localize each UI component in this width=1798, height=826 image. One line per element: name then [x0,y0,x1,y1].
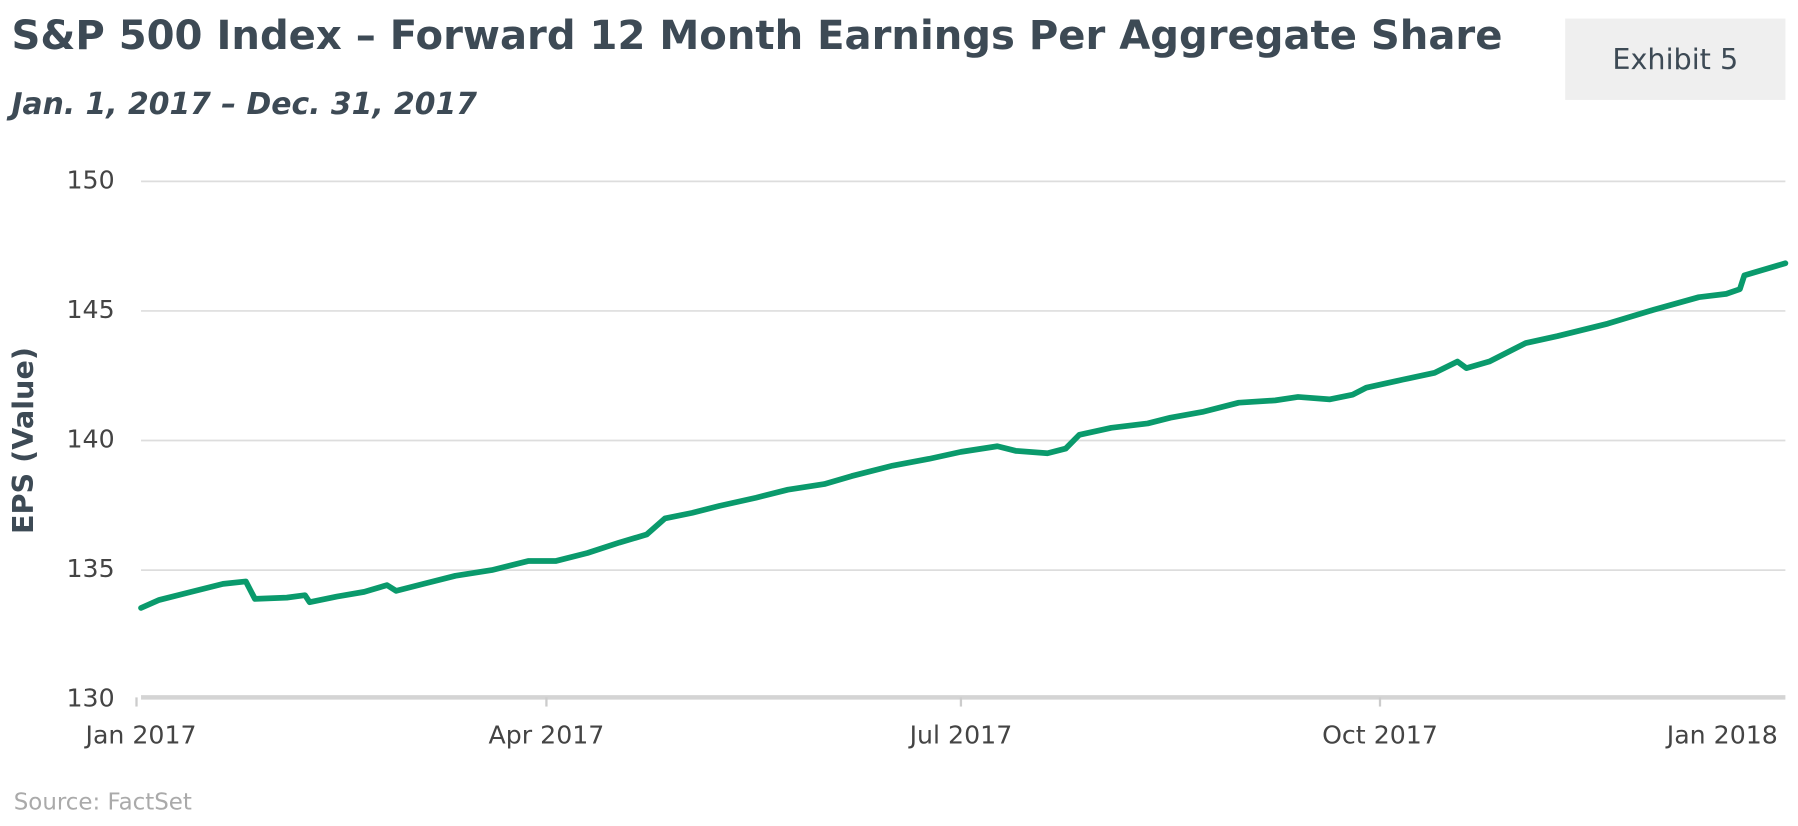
y-tick-label: 130 [67,684,115,713]
source: Source: FactSet [14,789,192,815]
chart-title: S&P 500 Index – Forward 12 Month Earning… [11,13,1502,59]
data-line [138,260,1789,611]
x-tick-label: Apr 2017 [489,720,605,749]
y-tick-label: 145 [67,295,115,324]
x-tick-label: Jul 2017 [908,720,1013,749]
chart-subtitle: Jan. 1, 2017 – Dec. 31, 2017 [6,87,477,122]
y-axis-label: EPS (Value) [6,347,40,534]
x-tick-label: Jan 2018 [1665,720,1778,749]
y-tick-label: 150 [67,165,115,194]
y-tick-label: 135 [67,554,115,583]
x-tick-label: Jan 2017 [84,720,197,749]
badge-box [1565,18,1786,100]
y-tick-label: 140 [67,425,115,454]
x-tick-label: Oct 2017 [1322,720,1438,749]
badge: Exhibit 5 [1612,42,1738,76]
